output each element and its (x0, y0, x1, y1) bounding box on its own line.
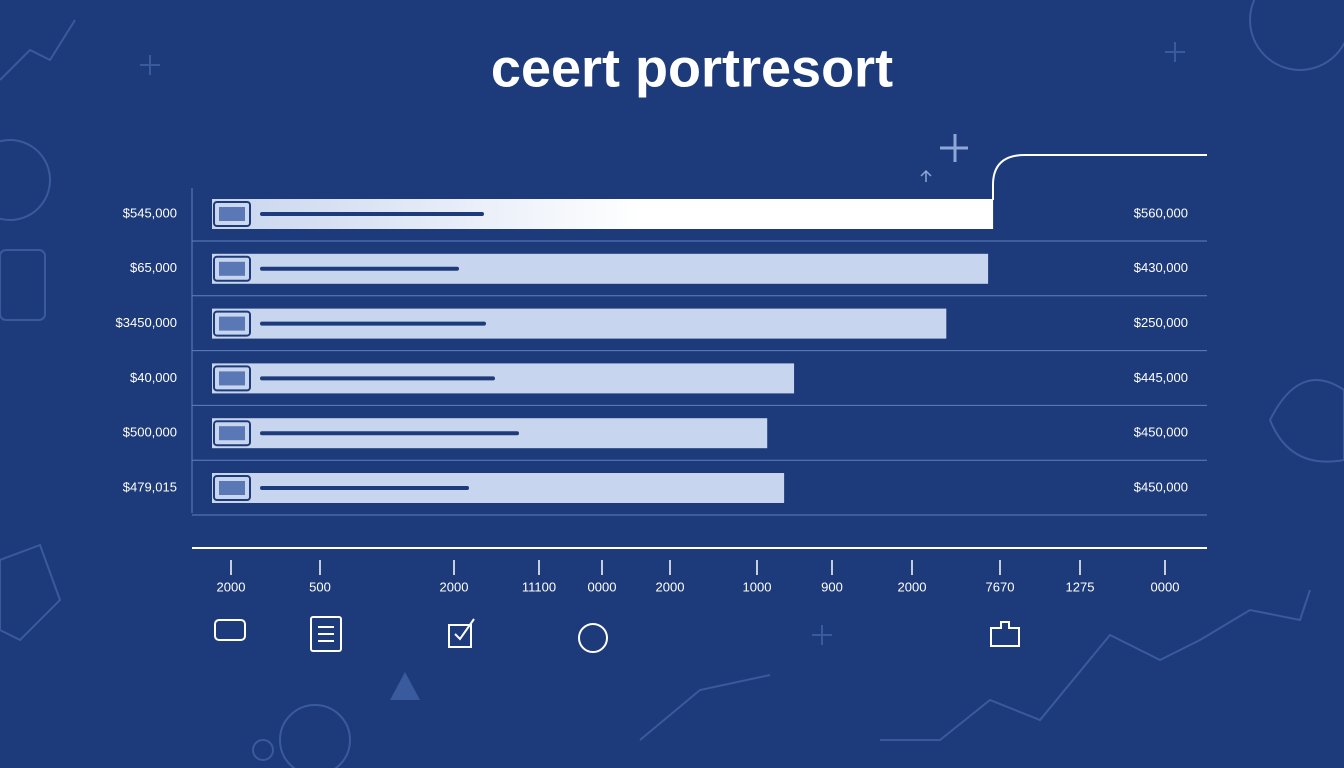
x-tick-label: 2000 (217, 579, 246, 594)
y-tick-label: $65,000 (130, 260, 177, 275)
y-tick-label: $479,015 (123, 479, 177, 494)
bar-icon (213, 420, 251, 447)
bar-icon (213, 365, 251, 392)
y-tick-label: $3450,000 (116, 315, 177, 330)
x-tick-label: 500 (309, 579, 331, 594)
bottom-icons (214, 616, 1020, 653)
bar-icon-inner (219, 261, 245, 276)
x-tick-label: 7670 (986, 579, 1015, 594)
bar-icon (213, 201, 251, 227)
right-label: $450,000 (1134, 425, 1188, 440)
x-tick-label: 1000 (743, 579, 772, 594)
x-tick-label: 1275 (1066, 579, 1095, 594)
y-tick-label: $545,000 (123, 205, 177, 220)
x-tick-label: 11100 (522, 579, 556, 594)
x-tick-label: 2000 (898, 579, 927, 594)
bar-icon-inner (219, 481, 245, 495)
bar-icon (213, 475, 251, 501)
curve-decoration (920, 134, 1207, 200)
bar-icon-inner (219, 371, 245, 386)
bar-icon-inner (219, 207, 245, 221)
bar-icon-inner (219, 426, 245, 441)
y-tick-label: $500,000 (123, 425, 177, 440)
x-tick-label: 0000 (588, 579, 617, 594)
right-label: $430,000 (1134, 260, 1188, 275)
x-tick-label: 900 (821, 579, 843, 594)
right-label: $250,000 (1134, 315, 1188, 330)
bar-icon-inner (219, 316, 245, 331)
x-tick-label: 2000 (440, 579, 469, 594)
right-label: $450,000 (1134, 479, 1188, 494)
bar-icon (213, 255, 251, 282)
x-tick-label: 2000 (656, 579, 685, 594)
right-label: $445,000 (1134, 370, 1188, 385)
right-label: $560,000 (1134, 205, 1188, 220)
y-tick-label: $40,000 (130, 370, 177, 385)
bar-icon (213, 310, 251, 337)
x-tick-label: 0000 (1151, 579, 1180, 594)
chart-title: ceert portresort (491, 38, 893, 98)
